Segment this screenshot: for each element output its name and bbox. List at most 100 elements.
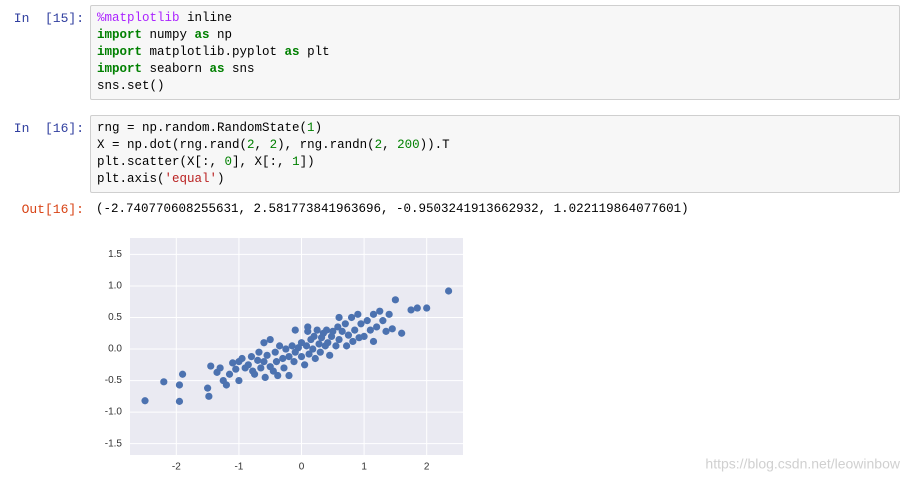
- point: [222, 381, 230, 389]
- point: [445, 287, 453, 295]
- point: [290, 358, 298, 366]
- point: [216, 364, 224, 372]
- point: [254, 356, 262, 364]
- point: [309, 345, 317, 353]
- point: [407, 306, 415, 314]
- point: [269, 367, 277, 375]
- point: [334, 323, 342, 331]
- point: [141, 397, 149, 405]
- point: [247, 352, 256, 361]
- point: [376, 307, 384, 315]
- point: [229, 359, 237, 367]
- code-line: %matplotlib inline: [97, 11, 233, 25]
- y-tick-label: 0.5: [108, 312, 122, 323]
- point: [250, 370, 259, 378]
- point: [282, 345, 290, 353]
- point: [263, 351, 271, 359]
- point: [275, 342, 284, 350]
- x-tick-label: 2: [424, 462, 430, 473]
- x-tick-label: -2: [172, 462, 181, 473]
- output-text: (-2.740770608255631, 2.581773841963696, …: [96, 202, 689, 216]
- input-prompt: In [16]:: [13, 121, 84, 136]
- point: [316, 348, 324, 356]
- point: [255, 348, 263, 356]
- point: [324, 339, 332, 347]
- point: [160, 378, 168, 386]
- point: [357, 320, 365, 328]
- x-tick-label: 1: [361, 462, 367, 473]
- point: [341, 320, 349, 328]
- watermark: https://blog.csdn.net/leowinbow: [705, 456, 900, 472]
- point: [366, 326, 374, 334]
- y-tick-label: 0.0: [108, 344, 122, 355]
- point: [369, 337, 378, 346]
- point: [238, 354, 246, 363]
- point: [204, 384, 212, 392]
- point: [398, 329, 406, 337]
- point: [347, 313, 356, 322]
- point: [385, 310, 393, 318]
- y-tick-label: -1.0: [105, 407, 123, 418]
- code-line: import seaborn as sns: [97, 62, 255, 76]
- point: [257, 364, 265, 372]
- code-cell[interactable]: rng = np.random.RandomState(1) X = np.dot…: [90, 115, 900, 193]
- point: [322, 326, 331, 334]
- point: [369, 310, 378, 318]
- point: [344, 331, 353, 339]
- point: [260, 358, 268, 366]
- point: [271, 348, 279, 356]
- point: [326, 351, 334, 359]
- point: [235, 376, 243, 385]
- point: [373, 323, 381, 331]
- point: [391, 296, 399, 304]
- point: [175, 381, 184, 389]
- point: [285, 371, 293, 380]
- code-line: import matplotlib.pyplot as plt: [97, 45, 330, 59]
- point: [285, 352, 293, 361]
- point: [311, 354, 319, 363]
- point: [313, 326, 321, 334]
- code-cell[interactable]: %matplotlib inline import numpy as np impo…: [90, 5, 900, 100]
- point: [342, 342, 351, 350]
- point: [291, 326, 299, 334]
- point: [272, 358, 281, 366]
- point: [280, 364, 288, 372]
- x-tick-label: -1: [234, 462, 243, 473]
- point: [260, 339, 268, 347]
- point: [338, 327, 346, 335]
- point: [310, 332, 318, 341]
- point: [360, 332, 368, 341]
- input-prompt: In [15]:: [13, 11, 84, 26]
- point: [274, 371, 282, 380]
- code-line: plt.axis('equal'): [97, 172, 225, 186]
- point: [178, 370, 187, 378]
- point: [207, 362, 215, 370]
- point: [349, 337, 357, 346]
- point: [354, 310, 362, 318]
- x-tick-label: 0: [299, 462, 305, 473]
- point: [351, 326, 359, 334]
- code-line: sns.set(): [97, 79, 165, 93]
- point: [302, 342, 311, 350]
- point: [261, 373, 269, 382]
- point: [301, 361, 309, 369]
- point: [335, 335, 343, 344]
- y-tick-label: 1.0: [108, 281, 122, 292]
- point: [388, 325, 396, 333]
- point: [379, 317, 387, 325]
- code-line: rng = np.random.RandomState(1): [97, 121, 323, 135]
- point: [305, 350, 313, 358]
- code-line: import numpy as np: [97, 28, 233, 42]
- point: [225, 370, 234, 378]
- point: [244, 361, 252, 369]
- point: [332, 342, 340, 350]
- y-tick-label: -1.5: [105, 438, 123, 449]
- point: [423, 304, 431, 312]
- code-line: plt.scatter(X[:, 0], X[:, 1]): [97, 155, 315, 169]
- point: [266, 335, 274, 344]
- point: [335, 313, 343, 322]
- point: [297, 352, 306, 361]
- point: [382, 327, 390, 335]
